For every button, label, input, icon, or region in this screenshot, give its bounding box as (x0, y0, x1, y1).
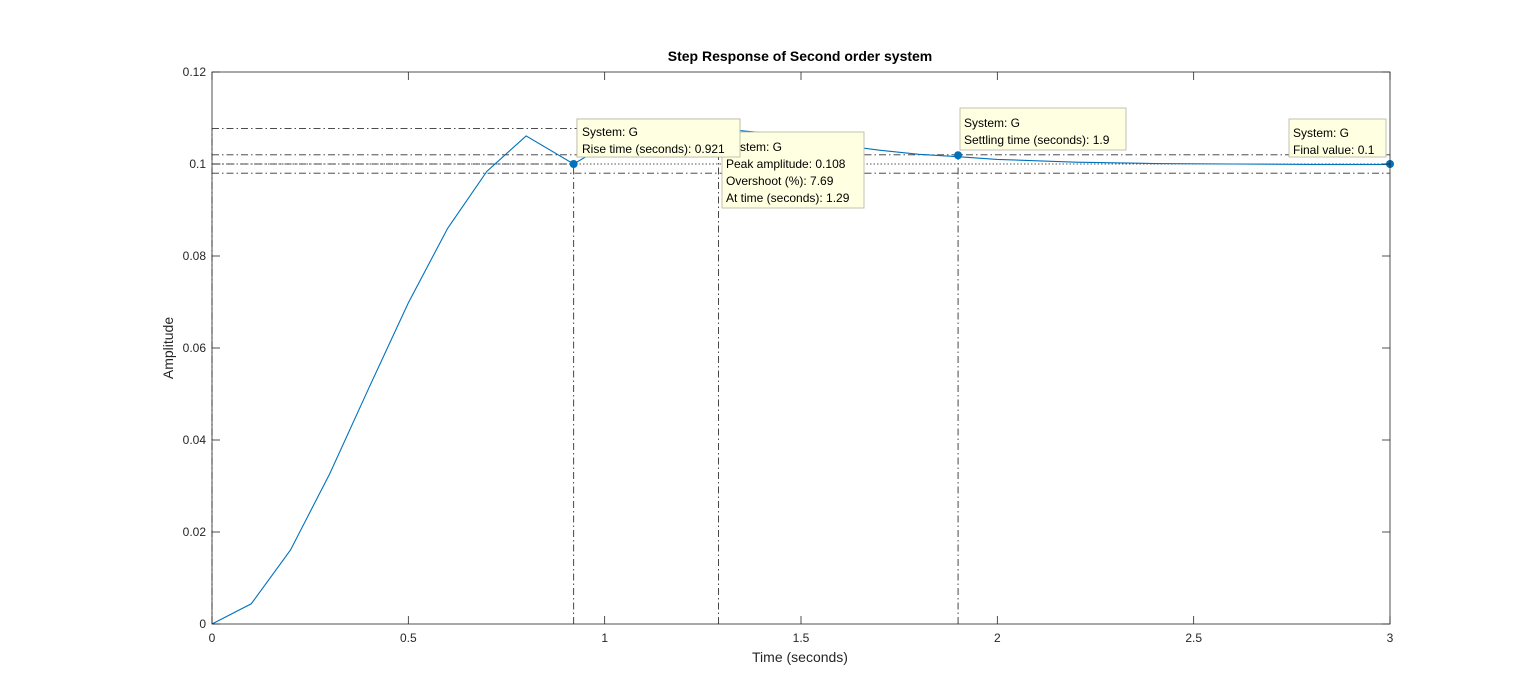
y-tick-label-6: 0.12 (183, 65, 207, 79)
axis-ticks (211, 71, 1391, 625)
x-tick-label-1: 0.5 (400, 631, 417, 645)
settling-time-marker (954, 151, 963, 160)
x-tick-label-6: 3 (1387, 631, 1394, 645)
x-tick-label-4: 2 (994, 631, 1001, 645)
y-tick-label-3: 0.06 (183, 341, 207, 355)
datatip-rise-front-line2: Rise time (seconds): 0.921 (582, 142, 725, 156)
datatip-settling-line1: System: G (964, 116, 1020, 130)
x-tick-label-5: 2.5 (1185, 631, 1202, 645)
y-tick-label-1: 0.02 (183, 525, 207, 539)
tick-labels: 0 0.5 1 1.5 2 2.5 3 0 0.02 0.04 0.06 0.08 0.1 0.12 (183, 65, 1394, 645)
y-axis-label: Amplitude (160, 317, 176, 379)
datatip-peak-line2: Peak amplitude: 0.108 (726, 157, 846, 171)
datatip-rise-front-line1: System: G (582, 125, 638, 139)
x-axis-label: Time (seconds) (752, 649, 848, 665)
datatip-peak-response[interactable]: System: G Peak amplitude: 0.108 Overshoo… (721, 131, 865, 209)
chart-title: Step Response of Second order system (668, 48, 933, 64)
y-tick-label-2: 0.04 (183, 433, 207, 447)
datatip-final-line2: Final value: 0.1 (1293, 143, 1375, 157)
x-tick-label-2: 1 (601, 631, 608, 645)
datatip-settling-line2: Settling time (seconds): 1.9 (964, 133, 1110, 147)
datatip-peak-line4: At time (seconds): 1.29 (726, 191, 850, 205)
y-tick-label-4: 0.08 (183, 249, 207, 263)
rise-time-marker (569, 160, 578, 168)
x-tick-label-0: 0 (209, 631, 216, 645)
datatip-settling-time[interactable]: System: G Settling time (seconds): 1.9 (959, 107, 1127, 151)
y-tick-label-5: 0.1 (189, 157, 206, 171)
y-tick-label-0: 0 (199, 617, 206, 631)
datatip-final-value[interactable]: System: G Final value: 0.1 (1288, 118, 1387, 158)
datatip-peak-line3: Overshoot (%): 7.69 (726, 174, 834, 188)
datatip-rise-time-front: System: G Rise time (seconds): 0.921 (576, 118, 741, 158)
datatip-final-line1: System: G (1293, 126, 1349, 140)
x-tick-label-3: 1.5 (793, 631, 810, 645)
